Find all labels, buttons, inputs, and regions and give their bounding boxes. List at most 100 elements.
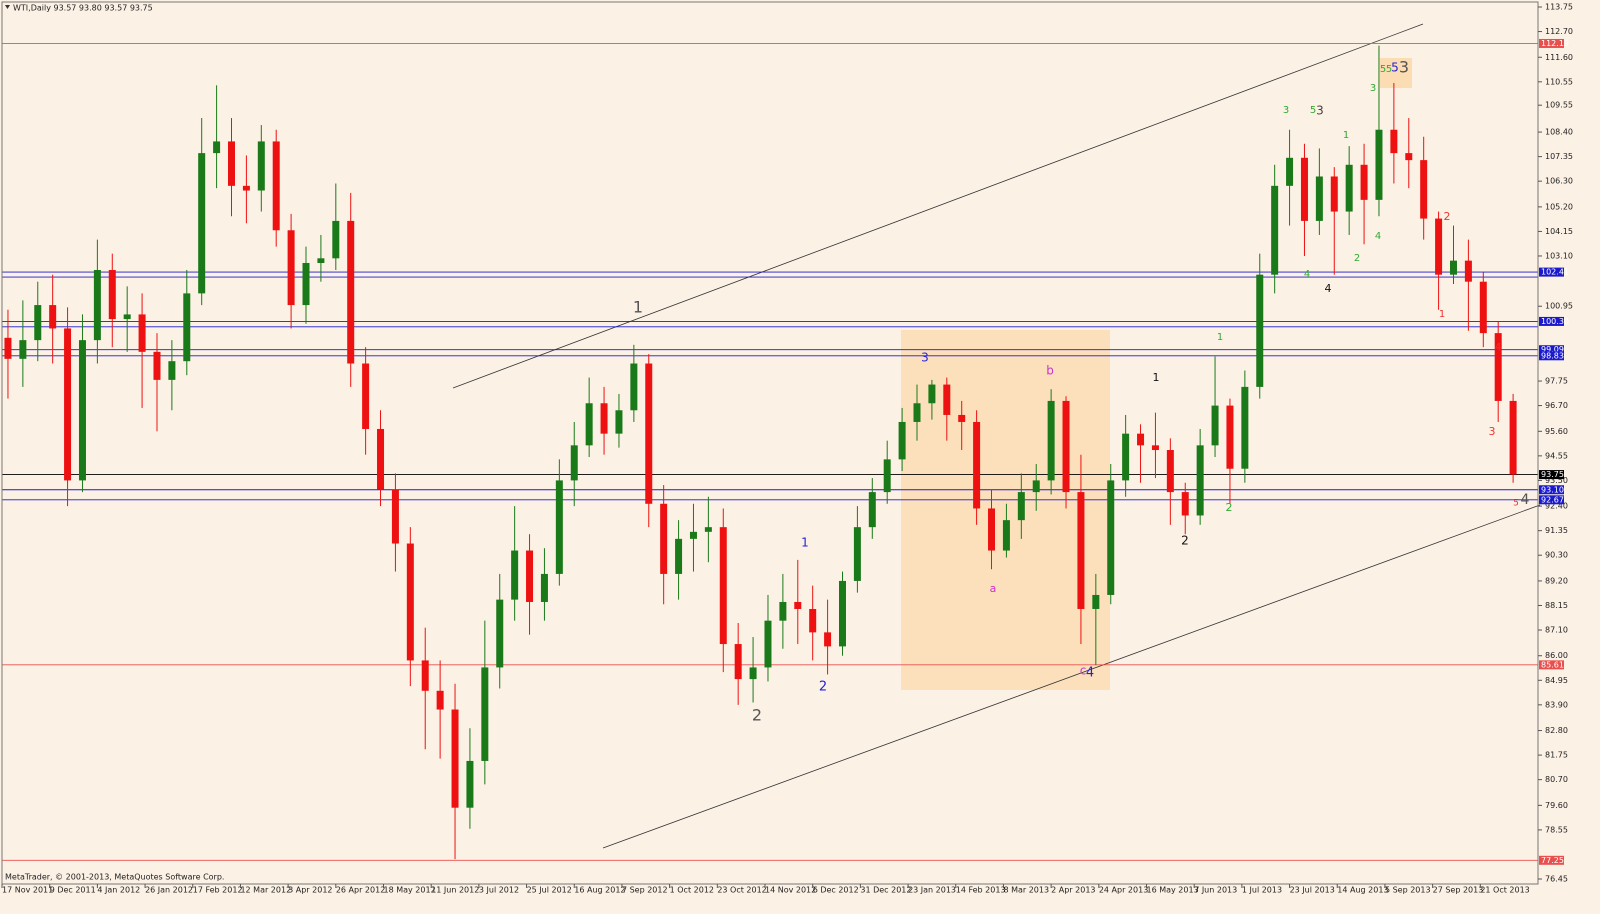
x-tick-label: 7 Sep 2012 <box>622 886 668 895</box>
wave-label: 1 <box>1439 309 1445 320</box>
level-label: 93.75 <box>1541 470 1564 479</box>
trend-line <box>452 23 1424 389</box>
wave-label: 5 <box>1513 499 1519 509</box>
candle-body <box>868 492 876 528</box>
candle-body <box>958 414 966 422</box>
wave-label: 4 <box>1325 282 1332 295</box>
candle-body <box>1464 260 1472 282</box>
y-tick-label: 80.70 <box>1545 775 1568 784</box>
candle-body <box>1107 480 1115 595</box>
wave-label: 4 <box>1495 342 1501 353</box>
candle-body <box>78 340 86 481</box>
x-tick-label: 1 Jul 2013 <box>1242 886 1282 895</box>
candle-body <box>347 220 355 364</box>
x-tick-label: 14 Nov 2012 <box>765 886 816 895</box>
candle-body <box>1494 333 1502 401</box>
wave-label: c <box>1080 664 1087 678</box>
candle-body <box>138 314 146 352</box>
candle-body <box>1077 492 1085 609</box>
wave-label: 2 <box>1226 501 1233 514</box>
x-tick-label: 3 Jul 2012 <box>479 886 519 895</box>
level-tag <box>1539 855 1564 865</box>
y-tick-label: 76.45 <box>1545 875 1568 884</box>
level-label: 92.67 <box>1541 495 1564 504</box>
candle-body <box>1345 164 1353 212</box>
x-tick-label: 14 Feb 2013 <box>956 886 1006 895</box>
candle-body <box>1211 405 1219 446</box>
y-tick-label: 95.60 <box>1545 427 1568 436</box>
candle-body <box>317 258 325 263</box>
candle-body <box>451 709 459 808</box>
candle-body <box>123 314 131 320</box>
candle-body <box>1449 260 1457 275</box>
x-tick-label: 2 Apr 2013 <box>1051 886 1095 895</box>
x-tick-label: 9 Dec 2011 <box>50 886 96 895</box>
level-label: 112.19 <box>1541 39 1569 48</box>
candle-body <box>108 270 116 320</box>
wave-label: 5 <box>1380 64 1386 75</box>
candle-body <box>1286 157 1294 186</box>
candle-body <box>1315 176 1323 221</box>
level-label: 102.41 <box>1541 268 1569 277</box>
candle-body <box>198 153 206 294</box>
x-tick-label: 17 Nov 2011 <box>2 886 53 895</box>
candle-body <box>1375 129 1383 200</box>
wave-label: 5 <box>1386 64 1392 75</box>
candle-body <box>928 384 936 404</box>
wave-label: 1 <box>1343 130 1349 141</box>
y-tick-label: 109.55 <box>1545 101 1573 110</box>
wave-label: 2 <box>752 706 762 725</box>
level-tag <box>1539 316 1564 326</box>
level-label: 100.30 <box>1541 317 1569 326</box>
level-tag <box>1539 485 1564 495</box>
y-tick-label: 107.35 <box>1545 152 1573 161</box>
y-tick-label: 100.95 <box>1545 302 1573 311</box>
candle-body <box>1062 400 1070 493</box>
candle-body <box>1509 400 1517 475</box>
wave-label: 1 <box>633 298 643 317</box>
candle-body <box>1241 386 1249 469</box>
level-tag <box>1539 267 1564 277</box>
candle-body <box>406 543 414 661</box>
y-tick-label: 84.95 <box>1545 676 1568 685</box>
candle-body <box>49 305 57 329</box>
y-tick-label: 82.80 <box>1545 726 1568 735</box>
x-tick-label: 12 Mar 2012 <box>240 886 291 895</box>
y-tick-label: 105.20 <box>1545 202 1573 211</box>
wave-label: 2 <box>1181 534 1189 548</box>
candle-body <box>526 550 534 602</box>
y-tick-label: 112.70 <box>1545 27 1573 36</box>
candle-body <box>898 421 906 460</box>
candle-body <box>34 305 42 341</box>
candle-body <box>734 644 742 680</box>
candle-body <box>1002 520 1010 551</box>
x-tick-label: 14 Aug 2013 <box>1337 886 1388 895</box>
candle-body <box>436 690 444 710</box>
candle-body <box>481 667 489 761</box>
level-tag <box>1539 495 1564 505</box>
x-tick-label: 23 Jul 2013 <box>1290 886 1335 895</box>
wave-label: 2 <box>819 680 827 695</box>
wave-label: 4 <box>1521 492 1530 508</box>
candle-body <box>1420 160 1428 219</box>
candle-body <box>377 428 385 490</box>
x-tick-label: 11 Jun 2012 <box>431 886 479 895</box>
wave-label: a <box>990 582 997 595</box>
y-tick-label: 97.75 <box>1545 377 1568 386</box>
level-label: 98.83 <box>1541 351 1564 360</box>
candle-body <box>660 503 668 574</box>
candle-body <box>1166 450 1174 493</box>
candle-body <box>1300 157 1308 221</box>
candle-body <box>1256 274 1264 387</box>
y-tick-label: 103.10 <box>1545 251 1573 260</box>
wave-label: b <box>1046 364 1054 378</box>
candle-body <box>466 760 474 808</box>
y-tick-label: 81.75 <box>1545 751 1568 760</box>
candle-body <box>689 531 697 539</box>
level-tag <box>1539 470 1564 480</box>
wave-label: 1 <box>1153 371 1160 384</box>
y-tick-label: 83.90 <box>1545 700 1568 709</box>
